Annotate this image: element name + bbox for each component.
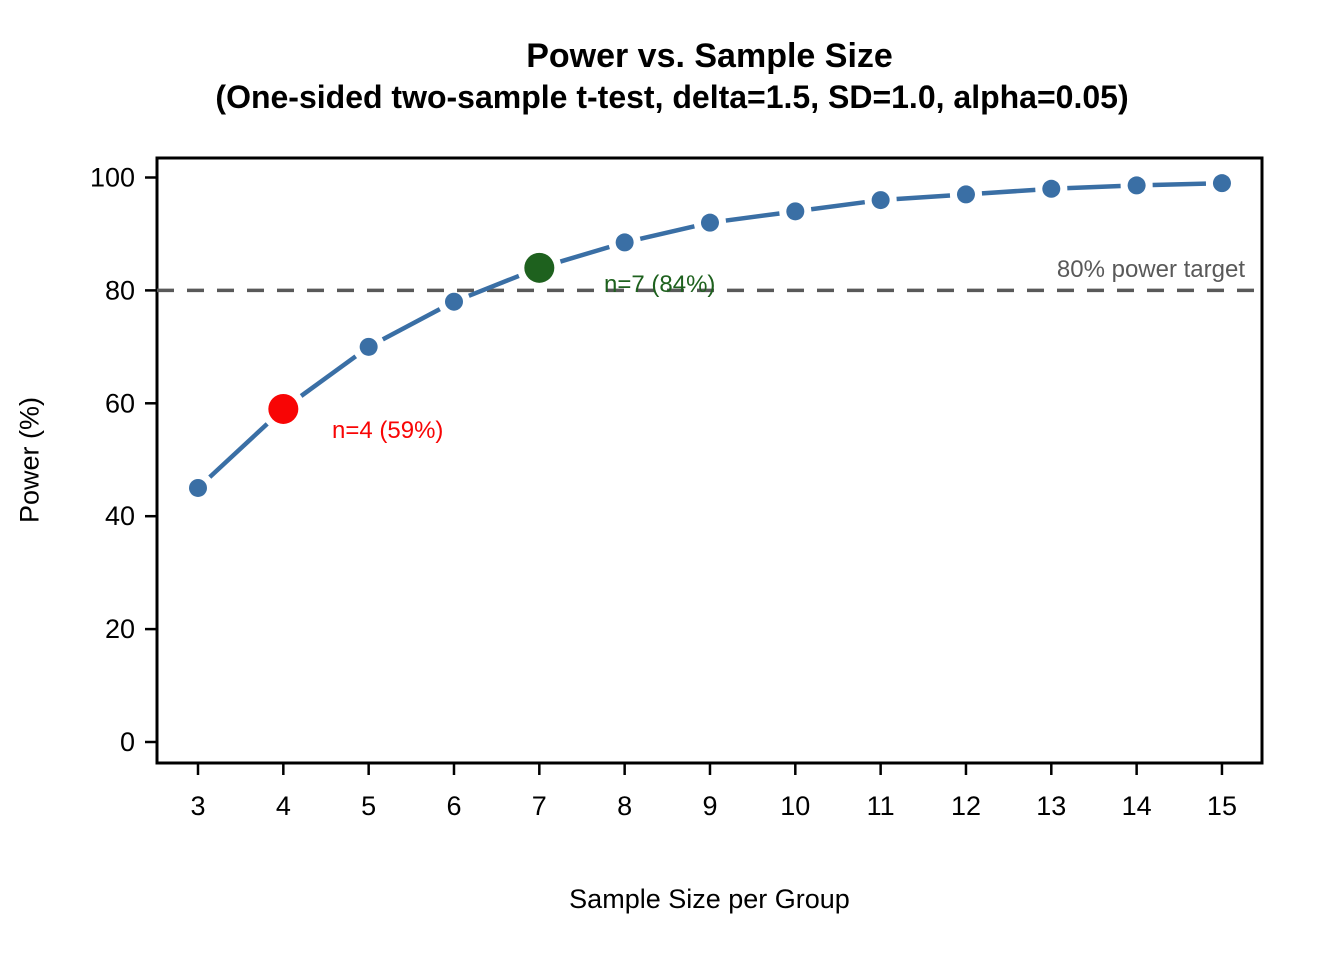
data-point [786,202,805,221]
x-axis-tick-label: 9 [702,791,717,821]
series-segment [208,422,269,479]
y-axis-tick-label: 40 [105,501,135,531]
series-segment [725,211,780,223]
data-point [359,337,378,356]
series-segment [299,354,358,398]
y-axis-tick-label: 100 [90,163,135,193]
series-segment [981,187,1036,196]
x-axis-tick-label: 12 [951,791,981,821]
chart-subtitle: (One-sided two-sample t-test, delta=1.5,… [215,79,1129,115]
series-segment [1152,181,1207,188]
data-point [700,213,719,232]
y-axis-tick-label: 60 [105,388,135,418]
x-axis-tick-label: 8 [617,791,632,821]
x-axis-tick-label: 13 [1036,791,1066,821]
plot-frame [155,156,1264,765]
data-point [956,185,975,204]
chart-title: Power vs. Sample Size [526,37,893,75]
x-axis-tick-label: 14 [1122,791,1152,821]
data-point [615,233,634,252]
data-point [1042,179,1061,198]
x-axis-tick-label: 6 [446,791,461,821]
x-axis-tick-label: 10 [780,791,810,821]
x-axis-tick-label: 3 [190,791,205,821]
x-axis-label: Sample Size per Group [569,884,850,914]
series-segment [1067,183,1121,191]
series-segment [639,224,695,242]
y-axis-label: Power (%) [14,396,45,524]
power-target-label: 80% power target [1056,256,1245,283]
data-point [1127,176,1146,195]
series-segment [810,199,866,212]
data-point [871,191,890,210]
y-axis-tick-label: 0 [120,727,135,757]
annotation-n4: n=4 (59%) [332,417,444,444]
x-axis-tick-label: 11 [867,791,895,821]
data-point [444,292,463,311]
x-axis-tick-label: 15 [1207,791,1237,821]
series-segment [381,307,441,342]
series-segment [896,193,951,202]
x-axis-tick-label: 4 [276,791,291,821]
y-axis-tick-label: 80 [105,275,135,305]
x-axis-tick-label: 7 [532,791,547,821]
y-axis-tick-label: 20 [105,614,135,644]
data-point [1212,174,1231,193]
highlight-point-n7 [524,252,555,283]
annotation-n7: n=7 (84%) [604,271,716,298]
x-axis-tick-label: 5 [361,791,376,821]
data-point [189,478,207,497]
series-segment [468,273,520,298]
highlight-point-n4 [268,393,299,424]
series-segment [559,244,610,264]
